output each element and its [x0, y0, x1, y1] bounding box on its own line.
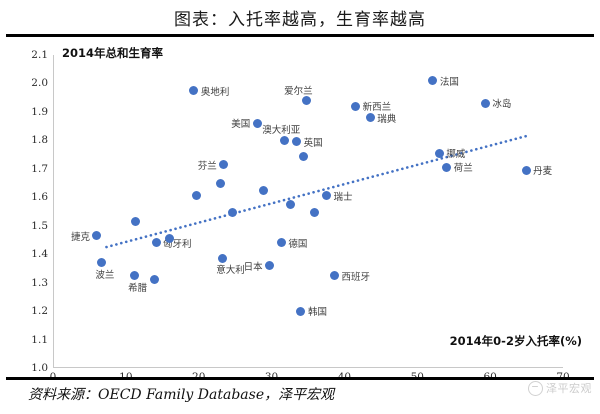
scatter-point	[279, 135, 289, 145]
scatter-point	[151, 238, 161, 248]
point-label: 匈牙利	[163, 238, 192, 250]
scatter-point	[301, 96, 311, 106]
point-label: 澳大利亚	[262, 125, 301, 137]
scatter-point	[365, 113, 375, 123]
title-divider	[6, 34, 594, 37]
point-label: 瑞典	[377, 113, 397, 125]
point-label: 丹麦	[533, 166, 553, 178]
y-axis-tick-label: 2.0	[31, 77, 48, 90]
point-label: 希腊	[128, 282, 148, 294]
point-label: 意大利	[216, 265, 245, 277]
scatter-point	[164, 234, 174, 244]
scatter-point	[92, 231, 102, 241]
point-label: 瑞士	[333, 191, 353, 203]
scatter-point	[298, 151, 308, 161]
point-label: 新西兰	[362, 102, 392, 114]
y-axis-tick-label: 1.4	[31, 248, 48, 261]
plot-area: 捷克波兰希腊 匈牙利 奥地利意大利 芬兰 美国日本 德国 澳大利亚 英国 爱尔兰韩国 瑞士西班牙 新…	[53, 55, 563, 368]
scatter-point	[131, 216, 141, 226]
scatter-point	[296, 306, 306, 316]
scatter-point	[150, 275, 160, 285]
scatter-point	[217, 253, 227, 263]
scatter-point	[330, 271, 339, 281]
scatter-point	[521, 165, 531, 175]
scatter-point	[351, 101, 361, 111]
y-axis-tick-label: 1.2	[31, 305, 48, 318]
point-label: 捷克	[70, 231, 90, 243]
scatter-point	[216, 178, 226, 188]
y-axis-tick-label: 1.6	[31, 191, 48, 204]
scatter-point	[191, 191, 201, 201]
scatter-point	[434, 148, 444, 158]
x-axis-title: 2014年0-2岁入托率(%)	[449, 334, 582, 348]
y-axis-tick-label: 1.9	[31, 105, 48, 118]
trendline	[105, 134, 528, 249]
point-label: 奥地利	[200, 86, 230, 98]
scatter-point	[480, 98, 490, 108]
chart-container: 1.01.11.21.31.41.51.61.71.81.92.02.1 010…	[0, 37, 600, 383]
point-label: 日本	[243, 261, 263, 273]
point-label: 韩国	[307, 307, 327, 319]
point-label: 芬兰	[197, 160, 217, 172]
series-title: 2014年总和生育率	[62, 46, 164, 60]
scatter-point	[265, 261, 275, 271]
y-axis-tick-label: 2.1	[31, 49, 48, 61]
footer-divider	[6, 377, 594, 380]
point-label: 冰岛	[492, 99, 512, 111]
point-label: 西班牙	[341, 271, 371, 283]
scatter-point	[292, 137, 302, 147]
point-label: 荷兰	[453, 163, 473, 175]
point-label: 英国	[303, 137, 323, 149]
source-note: 资料来源：OECD Family Database，泽平宏观	[28, 387, 335, 403]
point-label: 法国	[439, 76, 459, 88]
scatter-point	[189, 86, 199, 96]
scatter-point	[321, 191, 331, 201]
point-label: 波兰	[95, 269, 115, 281]
y-axis-tick-label: 1.8	[31, 134, 48, 147]
watermark-label: 泽平宏观	[546, 382, 592, 395]
y-axis-tick-label: 1.1	[31, 333, 48, 346]
point-label: 挪威	[446, 149, 466, 161]
scatter-point	[259, 185, 269, 195]
y-axis-tick-label: 1.3	[31, 276, 48, 289]
y-axis-tick-label: 1.5	[31, 219, 48, 232]
scatter-point	[428, 76, 438, 86]
y-axis-ticks: 1.0 1.1 1.2 1.3 1.4 1.5 1.6 1.7 1.8 1.9 2.0 2.1	[8, 37, 48, 375]
point-label: 爱尔兰	[284, 85, 313, 97]
page-title: 图表：入托率越高，生育率越高	[174, 9, 426, 30]
scatter-point	[309, 208, 319, 218]
scatter-point	[96, 258, 106, 268]
wechat-circle-icon	[528, 380, 543, 396]
scatter-point	[228, 208, 237, 218]
watermark: 泽平宏观	[528, 380, 592, 396]
scatter-point	[442, 162, 452, 172]
y-axis-tick-label: 1.0	[31, 362, 48, 374]
scatter-point	[276, 238, 286, 248]
point-label: 美国	[231, 119, 251, 131]
scatter-point	[252, 118, 262, 128]
scatter-point	[219, 160, 229, 170]
scatter-point	[285, 199, 295, 209]
scatter-point	[129, 271, 139, 281]
chart-title-bar: 图表：入托率越高，生育率越高	[0, 0, 600, 34]
point-label: 德国	[288, 238, 308, 250]
y-axis-tick-label: 1.7	[31, 162, 48, 175]
